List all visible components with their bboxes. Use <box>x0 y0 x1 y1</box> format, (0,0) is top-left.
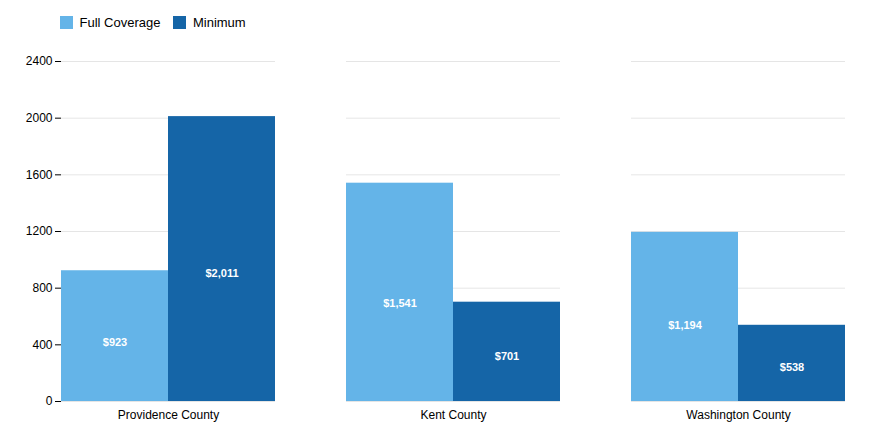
svg-text:$701: $701 <box>495 350 519 362</box>
svg-text:$2,011: $2,011 <box>205 266 238 278</box>
svg-text:0: 0 <box>46 394 53 408</box>
svg-text:Providence County: Providence County <box>118 408 219 422</box>
svg-text:Washington County: Washington County <box>686 408 790 422</box>
svg-text:800: 800 <box>32 281 52 295</box>
svg-text:$538: $538 <box>780 360 804 372</box>
svg-text:$1,541: $1,541 <box>383 296 417 308</box>
html-text:Minimum: Minimum <box>192 15 246 30</box>
svg-text:400: 400 <box>32 337 52 351</box>
html-text:Full Coverage: Full Coverage <box>79 15 161 30</box>
svg-text:$923: $923 <box>103 336 127 348</box>
svg-text:Kent County: Kent County <box>420 408 486 422</box>
svg-text:1600: 1600 <box>26 167 53 181</box>
svg-text:$1,194: $1,194 <box>668 318 703 330</box>
svg-text:1200: 1200 <box>26 224 53 238</box>
svg-text:2400: 2400 <box>26 54 53 68</box>
svg-text:2000: 2000 <box>26 111 53 125</box>
